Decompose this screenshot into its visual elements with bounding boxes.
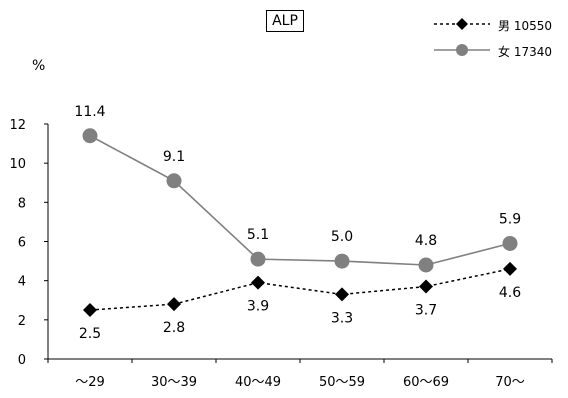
data-point-circle: [250, 251, 266, 267]
data-label: 5.1: [247, 227, 269, 243]
x-tick-label: 50～59: [319, 375, 365, 390]
y-tick-label: 4: [18, 275, 26, 290]
data-point-circle: [82, 128, 98, 144]
x-tick-label: 60～69: [403, 375, 449, 390]
data-point-diamond: [503, 261, 517, 276]
x-tick-label: 30～39: [151, 375, 197, 390]
legend-label-male: 男 10550: [498, 19, 552, 33]
y-tick-label: 8: [18, 196, 26, 211]
legend-swatch-female: [434, 44, 490, 56]
data-point-circle: [418, 257, 434, 273]
data-point-diamond: [335, 287, 349, 302]
data-point-diamond: [83, 303, 97, 318]
data-label: 4.6: [499, 285, 521, 301]
x-tick-label: 70～: [495, 375, 525, 390]
series-line-0: [89, 268, 511, 311]
y-axis-unit-label: %: [32, 58, 46, 74]
data-label: 5.9: [499, 211, 521, 227]
series-line-1: [89, 135, 511, 266]
y-tick-label: 0: [18, 353, 26, 368]
x-tick-label: 40～49: [235, 375, 281, 390]
legend-swatch-male: [434, 18, 490, 30]
y-tick-label: 12: [9, 118, 26, 133]
data-label: 3.9: [247, 299, 269, 315]
data-point-circle: [166, 173, 182, 189]
data-point-circle: [334, 253, 350, 269]
data-label: 2.8: [163, 320, 185, 336]
data-point-circle: [502, 235, 518, 251]
y-tick-label: 10: [9, 157, 26, 172]
legend-label-female: 女 17340: [498, 45, 552, 59]
data-label: 3.7: [415, 303, 437, 319]
data-label: 11.4: [74, 104, 105, 120]
data-point-diamond: [167, 297, 181, 312]
data-label: 2.5: [79, 326, 101, 342]
data-label: 4.8: [415, 233, 437, 249]
data-label: 5.0: [331, 229, 353, 245]
data-label: 9.1: [163, 149, 185, 165]
data-point-diamond: [419, 279, 433, 294]
y-tick-label: 6: [18, 236, 26, 251]
chart-title: ALP: [266, 10, 304, 32]
y-tick-label: 2: [18, 314, 26, 329]
x-tick-label: ～29: [75, 375, 105, 390]
data-label: 3.3: [331, 310, 353, 326]
data-point-diamond: [251, 275, 265, 290]
